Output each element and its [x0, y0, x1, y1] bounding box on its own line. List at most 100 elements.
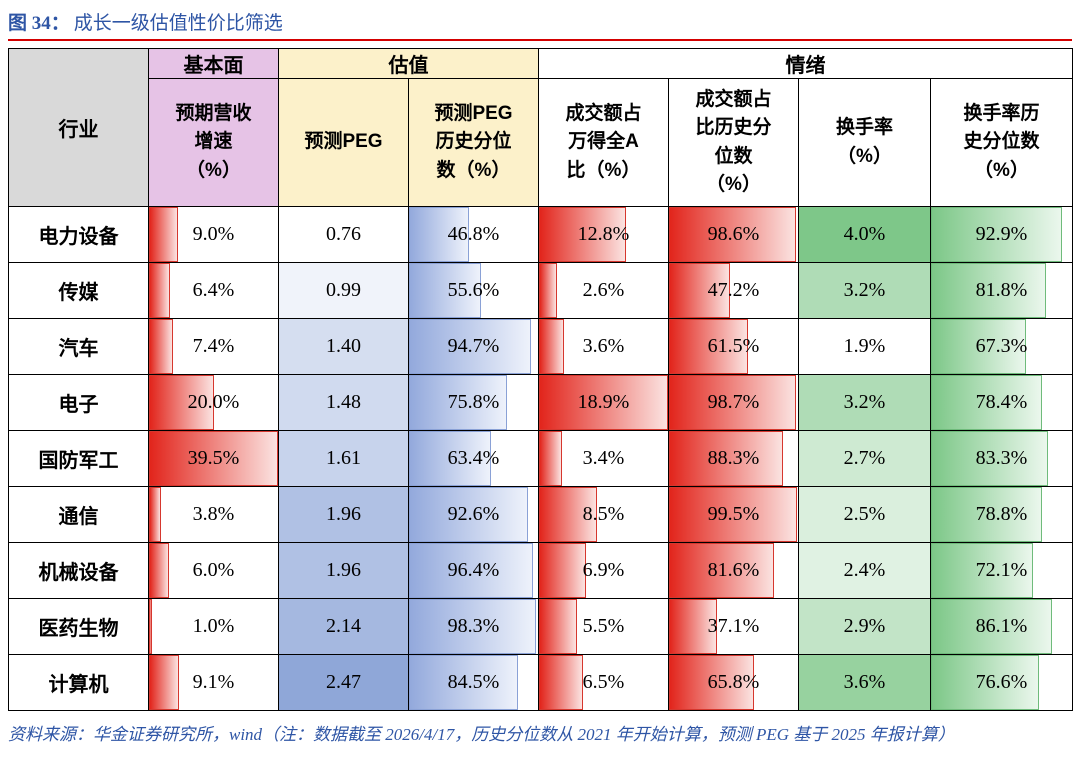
report-figure-page: 图 34： 成长一级估值性价比筛选 行业 基本面 估值 情绪 预期营收 增速 （… — [8, 6, 1073, 744]
value-cell-peg_percentile: 75.8% — [408, 374, 539, 431]
value-cell-turnover_share_percentile: 81.6% — [668, 542, 799, 599]
data-bar-red — [149, 543, 169, 598]
cell-value: 1.0% — [192, 615, 235, 637]
data-bar-blue — [409, 599, 536, 654]
value-cell-turnover_share_percentile: 61.5% — [668, 318, 799, 375]
data-bar-red — [669, 487, 798, 542]
data-bar-green — [931, 319, 1026, 374]
value-cell-turnover_share_percentile: 98.7% — [668, 374, 799, 431]
cell-value: 39.5% — [187, 447, 240, 469]
cell-value: 4.0% — [843, 223, 886, 245]
value-cell-turnover_rate: 3.2% — [798, 262, 931, 319]
value-cell-peg_percentile: 94.7% — [408, 318, 539, 375]
cell-value: 3.2% — [843, 279, 886, 301]
value-cell-turnover_rate_percentile: 92.9% — [930, 206, 1073, 263]
cell-value: 1.96 — [326, 503, 361, 525]
industry-name: 机械设备 — [8, 542, 149, 599]
industry-name: 传媒 — [8, 262, 149, 319]
data-bar-red — [149, 431, 278, 486]
data-bar-red — [669, 431, 783, 486]
data-bar-red — [149, 263, 170, 318]
value-cell-peg: 1.61 — [278, 430, 409, 487]
column-header-turnover-rate-percentile: 换手率历 史分位数 （%） — [930, 78, 1073, 207]
group-header-fundamentals: 基本面 — [148, 48, 279, 79]
table-row: 机械设备 6.0% 1.96 96.4% 6.9% 81.6% 2.4% 72.1% — [8, 542, 1073, 599]
value-cell-revenue_growth: 1.0% — [148, 598, 279, 655]
value-cell-peg_percentile: 46.8% — [408, 206, 539, 263]
cell-value: 72.1% — [975, 559, 1028, 581]
cell-value: 81.6% — [707, 559, 760, 581]
group-header-sentiment: 情绪 — [538, 48, 1073, 79]
value-cell-revenue_growth: 9.0% — [148, 206, 279, 263]
cell-value: 2.7% — [843, 447, 886, 469]
group-header-row: 行业 基本面 估值 情绪 — [8, 48, 1073, 207]
cell-value: 1.96 — [326, 559, 361, 581]
cell-value: 3.2% — [843, 391, 886, 413]
cell-value: 12.8% — [577, 223, 630, 245]
value-cell-turnover_share_percentile: 88.3% — [668, 430, 799, 487]
industry-name: 汽车 — [8, 318, 149, 375]
data-bar-red — [669, 655, 754, 710]
value-cell-turnover_rate_percentile: 83.3% — [930, 430, 1073, 487]
cell-value: 3.8% — [192, 503, 235, 525]
value-cell-turnover_rate_percentile: 78.8% — [930, 486, 1073, 543]
value-cell-turnover_rate_percentile: 81.8% — [930, 262, 1073, 319]
data-bar-red — [149, 319, 174, 374]
value-cell-turnover_rate: 1.9% — [798, 318, 931, 375]
value-cell-peg: 1.40 — [278, 318, 409, 375]
data-bar-red — [539, 375, 668, 430]
industry-name: 通信 — [8, 486, 149, 543]
value-cell-revenue_growth: 39.5% — [148, 430, 279, 487]
cell-value: 98.7% — [707, 391, 760, 413]
value-cell-peg: 1.96 — [278, 542, 409, 599]
table-row: 通信 3.8% 1.96 92.6% 8.5% 99.5% 2.5% 78.8% — [8, 486, 1073, 543]
value-cell-peg_percentile: 55.6% — [408, 262, 539, 319]
data-bar-blue — [409, 487, 529, 542]
value-cell-turnover_rate_percentile: 72.1% — [930, 542, 1073, 599]
industry-name: 国防军工 — [8, 430, 149, 487]
table-row: 医药生物 1.0% 2.14 98.3% 5.5% 37.1% 2.9% 86.1% — [8, 598, 1073, 655]
cell-value: 5.5% — [582, 615, 625, 637]
value-cell-turnover_share_percentile: 47.2% — [668, 262, 799, 319]
column-header-revenue-growth: 预期营收 增速 （%） — [148, 78, 279, 207]
data-bar-red — [149, 599, 153, 654]
data-bar-green — [931, 207, 1062, 262]
value-cell-turnover_rate: 2.4% — [798, 542, 931, 599]
value-cell-peg_percentile: 84.5% — [408, 654, 539, 711]
data-bar-green — [931, 375, 1042, 430]
value-cell-revenue_growth: 6.0% — [148, 542, 279, 599]
column-header-row: 预期营收 增速 （%） 预测PEG 预测PEG 历史分位 数（%） 成交额占 万… — [9, 78, 1073, 207]
cell-value: 99.5% — [707, 503, 760, 525]
value-cell-turnover_rate: 2.9% — [798, 598, 931, 655]
cell-value: 2.47 — [326, 671, 361, 693]
cell-value: 92.9% — [975, 223, 1028, 245]
value-cell-turnover_share: 6.5% — [538, 654, 669, 711]
value-cell-turnover_rate: 3.6% — [798, 654, 931, 711]
data-bar-red — [539, 487, 598, 542]
cell-value: 0.76 — [326, 223, 361, 245]
cell-value: 7.4% — [192, 335, 235, 357]
data-bar-red — [149, 375, 215, 430]
figure-label: 图 34： — [8, 13, 70, 34]
cell-value: 55.6% — [447, 279, 500, 301]
data-bar-red — [539, 263, 557, 318]
value-cell-revenue_growth: 20.0% — [148, 374, 279, 431]
data-bar-red — [669, 543, 775, 598]
value-cell-turnover_share: 2.6% — [538, 262, 669, 319]
cell-value: 9.0% — [192, 223, 235, 245]
table-row: 计算机 9.1% 2.47 84.5% 6.5% 65.8% 3.6% 76.6% — [8, 654, 1073, 711]
data-bar-red — [149, 487, 162, 542]
data-bar-green — [931, 487, 1043, 542]
data-bar-blue — [409, 543, 534, 598]
data-bar-blue — [409, 375, 507, 430]
cell-value: 6.9% — [582, 559, 625, 581]
cell-value: 78.8% — [975, 503, 1028, 525]
cell-value: 2.6% — [582, 279, 625, 301]
cell-value: 0.99 — [326, 279, 361, 301]
cell-value: 3.6% — [582, 335, 625, 357]
table-body: 电力设备 9.0% 0.76 46.8% 12.8% 98.6% 4.0% 92.9% 传媒 6.… — [8, 206, 1073, 711]
figure-title-row: 图 34： 成长一级估值性价比筛选 — [8, 6, 1072, 39]
cell-value: 81.8% — [975, 279, 1028, 301]
column-header-turnover-rate: 换手率 （%） — [798, 78, 931, 207]
table-row: 汽车 7.4% 1.40 94.7% 3.6% 61.5% 1.9% 67.3% — [8, 318, 1073, 375]
